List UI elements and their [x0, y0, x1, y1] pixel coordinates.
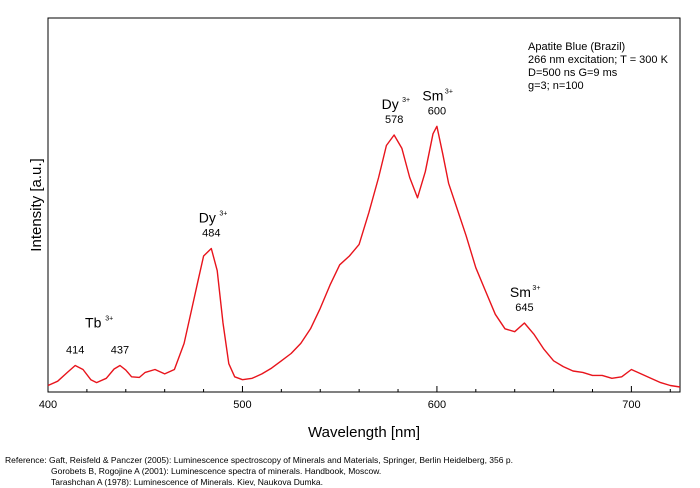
x-tick-label: 600 [428, 399, 446, 411]
reference-text: Gaft, Reisfeld & Panczer (2005): Lumines… [48, 455, 513, 465]
peak-ion-charge: 3+ [105, 315, 113, 322]
x-tick-label: 400 [39, 399, 57, 411]
peak-ion-label: Dy [382, 96, 399, 112]
x-axis-title: Wavelength [nm] [308, 424, 420, 441]
peak-ion-charge: 3+ [445, 88, 453, 95]
peak-ion-label: Tb [85, 314, 102, 330]
x-tick-label: 700 [622, 399, 640, 411]
reference-label: Reference: [5, 455, 47, 465]
info-box: Apatite Blue (Brazil) 266 nm excitation;… [528, 41, 669, 92]
reference-text: Tarashchan A (1978): Luminescence of Min… [51, 477, 323, 487]
info-line: g=3; n=100 [528, 80, 584, 92]
peak-ion-label: Sm [422, 87, 443, 103]
peak-wavelength-label: 600 [428, 105, 446, 117]
plot-frame [47, 17, 681, 393]
peak-ion-charge: 3+ [402, 97, 410, 104]
x-tick-group: 400 500 600 700 [39, 386, 671, 411]
series-line [47, 125, 681, 388]
x-tick-label: 500 [233, 399, 251, 411]
reference-line: Gorobets B, Rogojine A (2001): Luminesce… [5, 466, 695, 477]
peak-wavelength-label: 645 [515, 302, 533, 314]
peak-wavelength-label: 414 [66, 344, 84, 356]
peak-wavelength-label: 578 [385, 114, 403, 126]
reference-text: Gorobets B, Rogojine A (2001): Luminesce… [51, 466, 382, 476]
info-line: Apatite Blue (Brazil) [528, 41, 625, 53]
reference-line: Tarashchan A (1978): Luminescence of Min… [5, 477, 695, 488]
peak-ion-label: Sm [510, 284, 531, 300]
info-line: D=500 ns G=9 ms [528, 67, 618, 79]
y-axis-title: Intensity [a.u.] [28, 158, 45, 251]
peak-ion-label: Dy [199, 209, 216, 225]
peak-wavelength-label: 437 [111, 344, 129, 356]
peak-ion-charge: 3+ [219, 210, 227, 217]
peak-wavelength-label: 484 [202, 227, 220, 239]
peak-ion-charge: 3+ [532, 285, 540, 292]
reference-line: Reference: Gaft, Reisfeld & Panczer (200… [5, 455, 695, 466]
info-line: 266 nm excitation; T = 300 K [528, 54, 669, 66]
references: Reference: Gaft, Reisfeld & Panczer (200… [5, 455, 695, 488]
